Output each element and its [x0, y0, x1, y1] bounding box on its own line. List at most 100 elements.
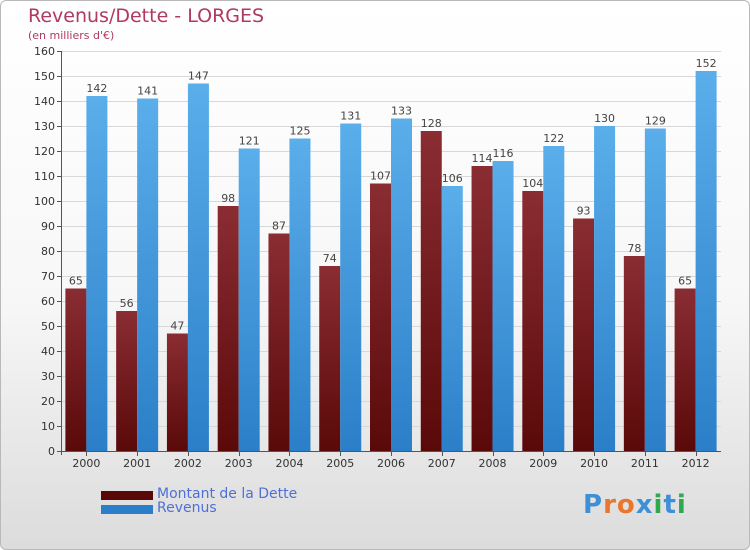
- x-tick-label: 2007: [428, 457, 456, 470]
- data-label-revenus: 141: [137, 85, 158, 98]
- bar-revenus: [238, 148, 260, 451]
- data-label-dette: 107: [370, 170, 391, 183]
- y-tick-label: 150: [34, 70, 55, 83]
- data-label-revenus: 133: [391, 105, 412, 118]
- y-tick-label: 100: [34, 195, 55, 208]
- bar-dette: [420, 131, 442, 451]
- bar-revenus: [340, 123, 362, 451]
- data-label-dette: 104: [522, 177, 543, 190]
- legend-swatch-revenus: [101, 505, 153, 514]
- x-tick-label: 2011: [631, 457, 659, 470]
- legend-label-revenus: Revenus: [157, 500, 217, 516]
- bar-dette: [217, 206, 239, 451]
- bars: [65, 71, 717, 451]
- data-label-dette: 65: [69, 275, 83, 288]
- y-tick-label: 50: [41, 320, 55, 333]
- y-tick-label: 30: [41, 370, 55, 383]
- x-tick-label: 2009: [529, 457, 557, 470]
- y-tick-label: 70: [41, 270, 55, 283]
- bar-revenus: [695, 71, 717, 451]
- data-label-revenus: 131: [340, 110, 361, 123]
- y-tick-label: 110: [34, 170, 55, 183]
- bar-dette: [623, 256, 645, 451]
- y-tick-label: 20: [41, 395, 55, 408]
- bar-dette: [116, 311, 138, 451]
- data-label-dette: 78: [627, 242, 641, 255]
- data-label-revenus: 121: [239, 135, 260, 148]
- bar-dette: [573, 218, 595, 451]
- x-tick-label: 2008: [479, 457, 507, 470]
- logo-letter: x: [635, 490, 654, 520]
- data-labels: 65 142 56 141 47 147 98 121 87 125 74 131 107 133 128 1…: [69, 57, 717, 333]
- data-label-revenus: 129: [645, 115, 666, 128]
- data-label-revenus: 142: [86, 82, 107, 95]
- logo-letter: P: [583, 490, 604, 520]
- y-tick-label: 130: [34, 120, 55, 133]
- y-tick-label: 90: [41, 220, 55, 233]
- data-label-revenus: 152: [696, 57, 717, 70]
- y-tick-label: 120: [34, 145, 55, 158]
- bar-dette: [319, 266, 341, 451]
- bar-dette: [65, 288, 87, 451]
- bar-revenus: [187, 83, 209, 451]
- bar-dette: [370, 183, 391, 451]
- data-label-dette: 98: [221, 192, 235, 205]
- chart-subtitle: (en milliers d'€): [28, 29, 115, 42]
- x-tick-label: 2012: [682, 457, 710, 470]
- y-tick-label: 140: [34, 95, 55, 108]
- data-label-revenus: 130: [594, 112, 615, 125]
- bar-revenus: [391, 118, 412, 451]
- data-label-dette: 114: [472, 152, 493, 165]
- bar-revenus: [543, 146, 565, 451]
- x-tick-label: 2000: [72, 457, 100, 470]
- data-label-revenus: 106: [442, 172, 463, 185]
- axes: 0 10 20 30 40 50 60 70 80 90 100 110 120 130 140 150 160…: [34, 45, 721, 470]
- x-tick-label: 2001: [123, 457, 151, 470]
- bar-revenus: [289, 138, 311, 451]
- logo-letter: o: [616, 490, 636, 520]
- bar-revenus: [644, 128, 666, 451]
- data-label-revenus: 147: [188, 70, 209, 83]
- bar-dette: [674, 288, 696, 451]
- x-tick-label: 2010: [580, 457, 608, 470]
- bar-dette: [522, 191, 544, 451]
- y-tick-label: 80: [41, 245, 55, 258]
- logo-letter: t: [663, 490, 677, 520]
- x-tick-label: 2005: [326, 457, 354, 470]
- proxiti-logo: Proxiti: [583, 490, 687, 520]
- y-tick-label: 40: [41, 345, 55, 358]
- bar-revenus: [594, 126, 616, 451]
- x-tick-label: 2002: [174, 457, 202, 470]
- data-label-dette: 128: [421, 117, 442, 130]
- data-label-revenus: 116: [493, 147, 514, 160]
- data-label-dette: 65: [678, 275, 692, 288]
- x-tick-label: 2004: [275, 457, 303, 470]
- logo-letter: i: [653, 490, 664, 520]
- chart-title: Revenus/Dette - LORGES: [28, 5, 265, 27]
- data-label-dette: 74: [323, 252, 337, 265]
- y-tick-label: 60: [41, 295, 55, 308]
- y-tick-label: 0: [48, 445, 55, 458]
- bar-revenus: [441, 186, 463, 451]
- data-label-dette: 87: [272, 220, 286, 233]
- y-tick-label: 160: [34, 45, 55, 58]
- bar-revenus: [86, 96, 108, 451]
- legend-label-dette: Montant de la Dette: [157, 486, 298, 502]
- bar-revenus: [492, 161, 514, 451]
- bar-revenus: [137, 98, 159, 451]
- bar-dette: [268, 233, 290, 451]
- data-label-revenus: 122: [543, 132, 564, 145]
- data-label-revenus: 125: [289, 125, 310, 138]
- bar-dette: [166, 333, 188, 451]
- x-tick-label: 2006: [377, 457, 405, 470]
- data-label-dette: 56: [120, 297, 134, 310]
- logo-letter: i: [676, 490, 687, 520]
- logo-letter: r: [603, 490, 617, 520]
- data-label-dette: 47: [170, 320, 184, 333]
- y-tick-label: 10: [41, 420, 55, 433]
- x-tick-label: 2003: [225, 457, 253, 470]
- legend-swatch-dette: [101, 491, 153, 500]
- bar-dette: [471, 166, 493, 451]
